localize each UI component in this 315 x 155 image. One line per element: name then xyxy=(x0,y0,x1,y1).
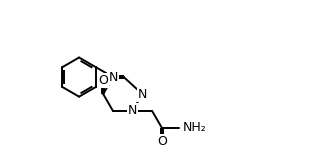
Text: O: O xyxy=(98,74,108,87)
Text: N: N xyxy=(108,71,118,84)
Text: S: S xyxy=(109,71,117,84)
Text: N: N xyxy=(128,104,137,117)
Text: O: O xyxy=(157,135,167,148)
Text: NH₂: NH₂ xyxy=(183,121,207,134)
Text: N: N xyxy=(138,88,147,101)
